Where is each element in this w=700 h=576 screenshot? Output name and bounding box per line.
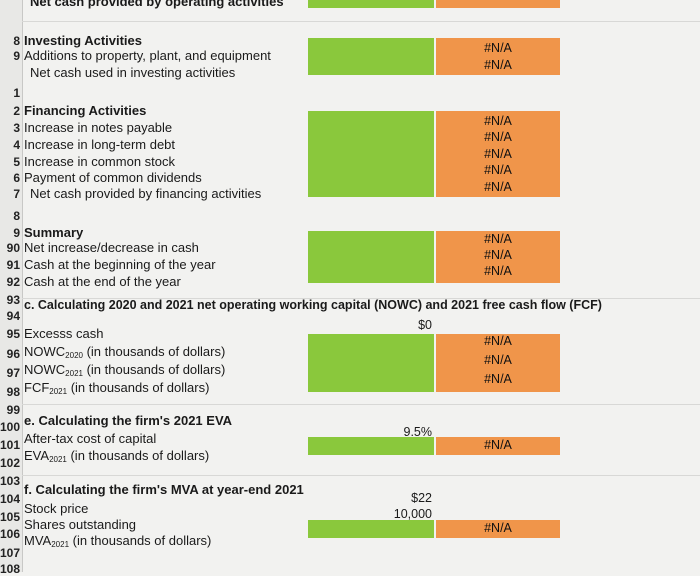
investing-input-cells[interactable]	[308, 38, 434, 75]
row-number: 1	[13, 86, 20, 100]
common-stock-label: Increase in common stock	[24, 154, 176, 169]
row-header-column	[0, 0, 23, 572]
row-number: 97	[6, 366, 20, 380]
financing-heading: Financing Activities	[24, 103, 147, 118]
mva-heading: f. Calculating the firm's MVA at year-en…	[24, 482, 304, 497]
fcf-label: FCF2021 (in thousands of dollars)	[24, 380, 210, 396]
row-number: 5	[13, 155, 20, 169]
row-number: 100	[0, 420, 21, 434]
gridline	[22, 475, 700, 476]
row-number: 104	[0, 492, 21, 506]
cost-of-capital-value[interactable]: 9.5%	[403, 425, 433, 439]
nowc2020-label: NOWC2020 (in thousands of dollars)	[24, 344, 226, 360]
mva-input-cell[interactable]	[308, 520, 434, 538]
summary-heading: Summary	[24, 225, 84, 240]
shares-outstanding-label: Shares outstanding	[24, 517, 137, 532]
row-number: 94	[6, 309, 20, 323]
net-financing-label: Net cash provided by financing activitie…	[30, 186, 262, 201]
nowc-output-cells[interactable]	[436, 334, 560, 392]
row-number: 105	[0, 510, 21, 524]
row-number: 4	[13, 138, 20, 152]
stock-price-label: Stock price	[24, 501, 89, 516]
stock-price-value[interactable]: $22	[411, 491, 432, 505]
eva-value[interactable]: #N/A	[484, 438, 512, 452]
financing-input-cells[interactable]	[308, 111, 434, 197]
additions-label: Additions to property, plant, and equipm…	[24, 48, 271, 63]
fcf-value[interactable]: #N/A	[484, 372, 512, 386]
long-term-debt-label: Increase in long-term debt	[24, 137, 176, 152]
row-number: 8	[13, 209, 20, 223]
row-number: 101	[0, 438, 21, 452]
nowc2021-label: NOWC2021 (in thousands of dollars)	[24, 362, 226, 378]
shares-outstanding-value[interactable]: 10,000	[393, 507, 432, 521]
row-number: 93	[6, 293, 20, 307]
eva-output-cell[interactable]	[436, 437, 560, 455]
orange-output-cell[interactable]	[436, 0, 560, 8]
row-number: 6	[13, 171, 20, 185]
investing-net-value[interactable]: #N/A	[484, 58, 512, 72]
row-number: 103	[0, 474, 21, 488]
eva2021-label: EVA2021 (in thousands of dollars)	[24, 448, 210, 464]
row-number: 7	[13, 187, 20, 201]
financing-stock-value[interactable]: #N/A	[484, 147, 512, 161]
investing-heading: Investing Activities	[24, 33, 142, 48]
row-number: 91	[6, 258, 20, 272]
mva-output-cell[interactable]	[436, 520, 560, 538]
row-number: 108	[0, 562, 21, 576]
row-number: 102	[0, 456, 21, 470]
net-investing-label: Net cash used in investing activities	[30, 65, 236, 80]
row-number: 9	[13, 226, 20, 240]
row-number: 107	[0, 546, 21, 560]
summary-beginning-value[interactable]: #N/A	[484, 248, 512, 262]
summary-net-change-value[interactable]: #N/A	[484, 232, 512, 246]
nowc2021-value[interactable]: #N/A	[484, 353, 512, 367]
nowc2020-value[interactable]: #N/A	[484, 334, 512, 348]
financing-notes-value[interactable]: #N/A	[484, 114, 512, 128]
row-number: 92	[6, 275, 20, 289]
mva2021-label: MVA2021 (in thousands of dollars)	[24, 533, 212, 549]
row-number: 2	[13, 104, 20, 118]
ending-cash-label: Cash at the end of the year	[24, 274, 181, 289]
row-number: 3	[13, 121, 20, 135]
mva-value[interactable]: #N/A	[484, 521, 512, 535]
investing-additions-value[interactable]: #N/A	[484, 41, 512, 55]
cost-of-capital-label: After-tax cost of capital	[24, 431, 157, 446]
financing-net-value[interactable]: #N/A	[484, 180, 512, 194]
row-number: 90	[6, 241, 20, 255]
investing-output-cells[interactable]	[436, 38, 560, 75]
excess-cash-value[interactable]: $0	[418, 318, 432, 332]
beginning-cash-label: Cash at the beginning of the year	[24, 257, 216, 272]
financing-dividends-value[interactable]: #N/A	[484, 163, 512, 177]
summary-input-cells[interactable]	[308, 231, 434, 283]
eva-heading: e. Calculating the firm's 2021 EVA	[24, 413, 233, 428]
summary-output-cells[interactable]	[436, 231, 560, 283]
dividends-label: Payment of common dividends	[24, 170, 202, 185]
financing-debt-value[interactable]: #N/A	[484, 130, 512, 144]
gridline	[22, 21, 700, 22]
eva-input-cell[interactable]	[308, 437, 434, 455]
row-number: 95	[6, 327, 20, 341]
excess-cash-label: Excesss cash	[24, 326, 104, 341]
row-number: 96	[6, 347, 20, 361]
summary-ending-value[interactable]: #N/A	[484, 264, 512, 278]
row-number: 9	[13, 49, 20, 63]
row-number: 99	[6, 403, 20, 417]
financing-output-cells[interactable]	[436, 111, 560, 197]
net-change-label: Net increase/decrease in cash	[24, 240, 199, 255]
row-number: 98	[6, 385, 20, 399]
green-input-cell[interactable]	[308, 0, 434, 8]
gridline	[22, 298, 700, 299]
operating-activities-label: Net cash provided by operating activitie…	[30, 0, 284, 9]
gridline	[22, 404, 700, 405]
row-number: 8	[13, 34, 20, 48]
nowc-input-cells[interactable]	[308, 334, 434, 392]
nowc-heading: c. Calculating 2020 and 2021 net operati…	[24, 298, 602, 312]
row-number: 106	[0, 527, 21, 541]
notes-payable-label: Increase in notes payable	[24, 120, 173, 135]
